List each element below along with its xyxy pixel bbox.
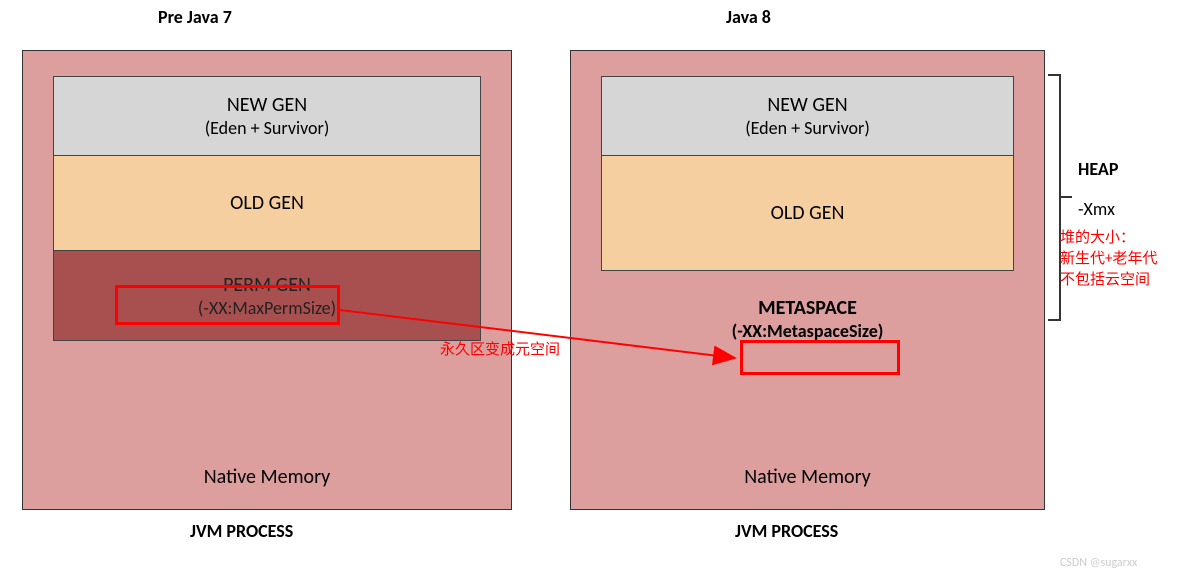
heap-xmx: -Xmx (1078, 198, 1115, 220)
title-java8: Java 8 (726, 6, 771, 28)
heap-note-1: 新生代+老年代 (1060, 249, 1157, 270)
proc-label-right: JVM PROCESS (735, 520, 838, 542)
metaspace-sub: (-XX:MetaspaceSize) (732, 320, 884, 342)
newgen-left: NEW GEN (Eden + Survivor) (53, 76, 481, 156)
jvm-box-left: NEW GEN (Eden + Survivor) OLD GEN PERM G… (22, 50, 512, 510)
native-left: Native Memory (204, 465, 330, 489)
heap-note: 堆的大小： 新生代+老年代 不包括云空间 (1060, 228, 1157, 291)
oldgen-right: OLD GEN (601, 156, 1014, 271)
oldgen-right-title: OLD GEN (771, 201, 845, 225)
newgen-right-title: NEW GEN (767, 93, 847, 117)
arrow-label: 永久区变成元空间 (440, 340, 560, 361)
newgen-right-sub: (Eden + Survivor) (745, 117, 870, 139)
jvm-box-right: NEW GEN (Eden + Survivor) OLD GEN METASP… (570, 50, 1045, 510)
oldgen-left: OLD GEN (53, 156, 481, 251)
native-right: Native Memory (744, 465, 870, 489)
highlight-permgen (115, 285, 340, 325)
heap-label: HEAP (1078, 158, 1118, 180)
metaspace-title: METASPACE (732, 296, 884, 320)
heap-note-2: 不包括云空间 (1060, 270, 1157, 291)
newgen-left-sub: (Eden + Survivor) (205, 117, 330, 139)
metaspace-block: METASPACE (-XX:MetaspaceSize) (732, 296, 884, 342)
title-pre-java7: Pre Java 7 (158, 6, 232, 28)
proc-label-left: JVM PROCESS (190, 520, 293, 542)
highlight-metaspace (740, 340, 900, 375)
heap-note-0: 堆的大小： (1060, 228, 1157, 249)
newgen-right: NEW GEN (Eden + Survivor) (601, 76, 1014, 156)
newgen-left-title: NEW GEN (227, 93, 307, 117)
oldgen-left-title: OLD GEN (230, 191, 304, 215)
watermark: CSDN @sugarxx (1060, 556, 1137, 570)
